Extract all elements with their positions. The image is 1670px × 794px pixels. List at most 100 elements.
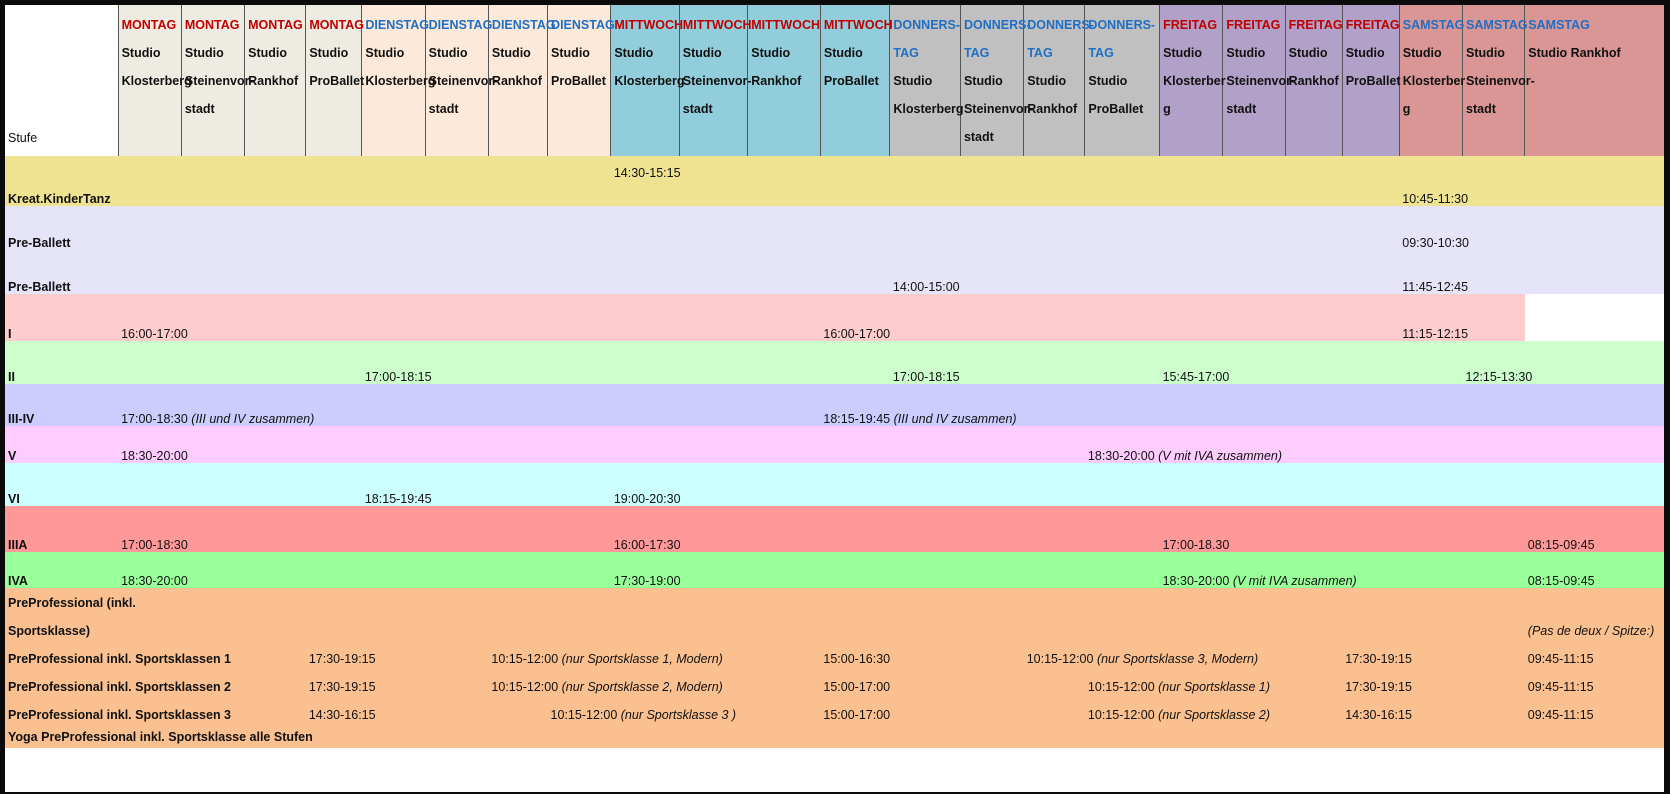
cell-kreat-mittwoch: 14:30-15:15 <box>613 166 681 180</box>
col-header-samstag-steinenvorstadt: SAMSTAG Studio Steinenvor-stadt <box>1462 5 1535 156</box>
col-header-mittwoch-klosterberg: MITTWOCH Studio Klosterberg <box>610 5 684 156</box>
row-label: Pre-Ballett <box>8 280 71 294</box>
cell-pre2-donnerstag: 14:00-15:00 <box>892 280 960 294</box>
row-preballett-2: Pre-Ballett 14:00-15:00 11:45-12:45 <box>5 250 1664 294</box>
row-pp-2: PreProfessional inkl. Sportsklassen 2 17… <box>5 670 1664 698</box>
cell-vi-dienstag: 18:15-19:45 <box>364 492 432 506</box>
row-label: Pre-Ballett <box>8 236 71 250</box>
col-header-freitag-klosterberg: FREITAG Studio Klosterber g <box>1159 5 1226 156</box>
row-kreat-top: 14:30-15:15 <box>5 156 1664 180</box>
row-pp-3: PreProfessional inkl. Sportsklassen 3 14… <box>5 698 1664 726</box>
cell-pp2-samstag: 09:45-11:15 <box>1527 680 1594 694</box>
cell-v-freitag: 18:30-20:00 (V mit IVA zusammen) <box>1087 449 1283 463</box>
row-label: PreProfessional inkl. Sportsklassen 1 <box>8 652 232 666</box>
cell-pp1-mittwoch: 15:00-16:30 <box>823 652 891 666</box>
col-header-montag-proballet: MONTAG Studio ProBallet <box>305 5 364 156</box>
cell-pre2-samstag: 11:45-12:45 <box>1402 280 1469 294</box>
row-pp-1: PreProfessional inkl. Sportsklassen 1 17… <box>5 642 1664 670</box>
col-header-dienstag-proballet: DIENSTAG Studio ProBallet <box>547 5 615 156</box>
col-header-dienstag-rankhof: DIENSTAG Studio Rankhof <box>487 5 556 156</box>
cell-i-montag: 16:00-17:00 <box>121 327 188 341</box>
pp-header: PreProfessional (inkl. <box>8 596 136 610</box>
row-pp-header-1: PreProfessional (inkl. <box>5 588 1664 614</box>
cell-iiiiv-montag: 17:00-18:30 (III und IV zusammen) <box>121 412 315 426</box>
cell-iva-mittwoch: 17:30-19:00 <box>613 574 681 588</box>
cell-pp3-dienstag: 10:15-12:00 (nur Sportsklasse 3 ) <box>550 708 737 722</box>
col-header-montag-steinenvorstadt: MONTAG Studio Steinenvor-stadt <box>180 5 254 156</box>
col-header-dienstag-steinenvorstadt: DIENSTAG Studio Steinenvor-stadt <box>424 5 497 156</box>
cell-pp3-mittwoch: 15:00-17:00 <box>823 708 891 722</box>
row-label: I <box>8 327 12 341</box>
cell-pp3-samstag: 09:45-11:15 <box>1527 708 1594 722</box>
cell-ii-freitag: 15:45-17:00 <box>1162 370 1230 384</box>
cell-vi-mittwoch: 19:00-20:30 <box>613 492 681 506</box>
col-header-donnerstag-rankhof: DONNERS-TAG Studio Rankhof <box>1023 5 1094 156</box>
cell-iva-samstag: 08:15-09:45 <box>1527 574 1595 588</box>
col-header-samstag-klosterberg: SAMSTAG Studio Klosterber g <box>1398 5 1465 156</box>
row-label: PreProfessional inkl. Sportsklassen 2 <box>8 680 232 694</box>
cell-v-montag: 18:30-20:00 <box>121 449 188 463</box>
cell-pre1-samstag: 09:30-10:30 <box>1402 236 1469 250</box>
row-label: IIIA <box>8 538 28 552</box>
row-label: III-IV <box>8 412 35 426</box>
row-iva: IVA 18:30-20:00 17:30-19:00 18:30-20:00 … <box>5 552 1664 588</box>
cell-ii-samstag: 12:15-13:30 <box>1465 370 1533 384</box>
cell-pp1-dienstag: 10:15-12:00 (nur Sportsklasse 1, Modern) <box>491 652 723 666</box>
row-label: Kreat.KinderTanz <box>8 192 111 206</box>
stufe-header: Stufe <box>5 5 119 156</box>
cell-iiia-mittwoch: 16:00-17:30 <box>613 538 681 552</box>
row-pp-yoga: Yoga PreProfessional inkl. Sportsklasse … <box>5 726 1664 748</box>
cell-iiia-montag: 17:00-18:30 <box>121 538 188 552</box>
schedule-sheet: Stufe MONTAG Studio Klosterberg MONTAG Stu… <box>5 5 1664 792</box>
cell-ii-dienstag: 17:00-18:15 <box>364 370 432 384</box>
schedule-table: Stufe MONTAG Studio Klosterberg MONTAG Stu… <box>5 5 1664 748</box>
cell-pp2-mittwoch: 15:00-17:00 <box>823 680 891 694</box>
cell-iiia-samstag: 08:15-09:45 <box>1527 538 1595 552</box>
row-i: I 16:00-17:00 16:00-17:00 11:15-12:15 <box>5 294 1664 341</box>
cell-iva-freitag: 18:30-20:00 (V mit IVA zusammen) <box>1162 574 1357 588</box>
cell-pp2-dienstag: 10:15-12:00 (nur Sportsklasse 2, Modern) <box>491 680 723 694</box>
col-header-samstag-rankhof: SAMSTAG Studio Rankhof <box>1524 5 1664 156</box>
row-preballett-1: Pre-Ballett 09:30-10:30 <box>5 206 1664 250</box>
row-label: II <box>8 370 15 384</box>
cell-pp2-montag: 17:30-19:15 <box>308 680 376 694</box>
cell-iva-montag: 18:30-20:00 <box>121 574 188 588</box>
cell-pp1-samstag: 09:45-11:15 <box>1527 652 1594 666</box>
col-header-dienstag-klosterberg: DIENSTAG Studio Klosterberg <box>361 5 436 156</box>
cell-pp2-freitag: 17:30-19:15 <box>1345 680 1412 694</box>
row-v: V 18:30-20:00 18:30-20:00 (V mit IVA zus… <box>5 426 1664 463</box>
row-vi: VI 18:15-19:45 19:00-20:30 <box>5 463 1664 506</box>
col-header-donnerstag-steinenvorstadt: DONNERS-TAG Studio Steinenvor-stadt <box>959 5 1033 156</box>
cell-pp3-montag: 14:30-16:15 <box>308 708 376 722</box>
col-header-freitag-steinenvorstadt: FREITAG Studio Steinenvor-stadt <box>1222 5 1295 156</box>
row-label: PreProfessional inkl. Sportsklassen 3 <box>8 708 232 722</box>
col-header-montag-klosterberg: MONTAG Studio Klosterberg <box>117 5 192 156</box>
row-ii: II 17:00-18:15 17:00-18:15 15:45-17:00 1… <box>5 341 1664 384</box>
cell-kreat-samstag: 10:45-11:30 <box>1402 192 1469 206</box>
row-iiia: IIIA 17:00-18:30 16:00-17:30 17:00-18.30… <box>5 506 1664 552</box>
row-label: VI <box>8 492 20 506</box>
cell-pp1-donnerstag: 10:15-12:00 (nur Sportsklasse 3, Modern) <box>1026 652 1259 666</box>
col-header-montag-rankhof: MONTAG Studio Rankhof <box>244 5 306 156</box>
cell-iiia-freitag: 17:00-18.30 <box>1162 538 1230 552</box>
pp-header-line2: Sportsklasse) <box>8 624 90 638</box>
row-label: IVA <box>8 574 28 588</box>
col-header-mittwoch-proballet: MITTWOCH Studio ProBallet <box>819 5 893 156</box>
row-pp-header-2: Sportsklasse) (Pas de deux / Spitze:) <box>5 614 1664 642</box>
cell-pp3-donnerstag: 10:15-12:00 (nur Sportsklasse 2) <box>1087 708 1270 722</box>
row-kreat: Kreat.KinderTanz 10:45-11:30 <box>5 180 1664 206</box>
header-row: Stufe MONTAG Studio Klosterberg MONTAG Stu… <box>5 5 1664 156</box>
cell-i-donnerstag: 16:00-17:00 <box>823 327 891 341</box>
cell-pp1-montag: 17:30-19:15 <box>308 652 376 666</box>
row-iii-iv: III-IV 17:00-18:30 (III und IV zusammen)… <box>5 384 1664 426</box>
row-label: V <box>8 449 17 463</box>
col-header-donnerstag-klosterberg: DONNERS-TAG Studio Klosterberg <box>889 5 964 156</box>
cell-pp1-freitag: 17:30-19:15 <box>1345 652 1412 666</box>
col-header-freitag-proballet: FREITAG Studio ProBallet <box>1341 5 1401 156</box>
pp-note: (Pas de deux / Spitze:) <box>1527 624 1655 638</box>
row-label: Yoga PreProfessional inkl. Sportsklasse … <box>8 730 313 744</box>
col-header-freitag-rankhof: FREITAG Studio Rankhof <box>1284 5 1343 156</box>
cell-pp2-donnerstag: 10:15-12:00 (nur Sportsklasse 1) <box>1087 680 1270 694</box>
cell-iiiiv-donnerstag: 18:15-19:45 (III und IV zusammen) <box>823 412 1017 426</box>
